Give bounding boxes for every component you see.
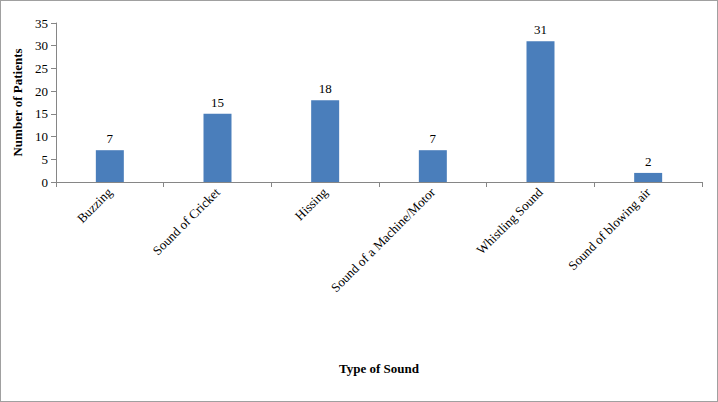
svg-text:Buzzing: Buzzing xyxy=(74,184,116,226)
svg-text:31: 31 xyxy=(534,22,547,37)
svg-text:7: 7 xyxy=(107,131,114,146)
svg-text:5: 5 xyxy=(42,152,49,167)
svg-text:Whistling Sound: Whistling Sound xyxy=(473,184,546,257)
svg-text:20: 20 xyxy=(35,84,48,99)
svg-text:15: 15 xyxy=(35,106,48,121)
svg-text:10: 10 xyxy=(35,129,48,144)
svg-text:Sound of a Machine/Motor: Sound of a Machine/Motor xyxy=(328,184,439,295)
svg-text:30: 30 xyxy=(35,38,48,53)
svg-text:25: 25 xyxy=(35,61,48,76)
svg-text:Hissing: Hissing xyxy=(292,184,331,223)
svg-text:Sound of blowing air: Sound of blowing air xyxy=(565,184,654,273)
svg-text:0: 0 xyxy=(42,175,49,190)
svg-text:Type of Sound: Type of Sound xyxy=(339,361,420,376)
svg-text:Number of Patients: Number of Patients xyxy=(10,48,25,156)
svg-text:7: 7 xyxy=(430,131,437,146)
svg-text:Sound of Cricket: Sound of Cricket xyxy=(149,184,223,258)
svg-text:35: 35 xyxy=(35,16,48,31)
svg-text:15: 15 xyxy=(211,95,224,110)
svg-text:18: 18 xyxy=(319,81,332,96)
svg-text:2: 2 xyxy=(645,154,652,169)
